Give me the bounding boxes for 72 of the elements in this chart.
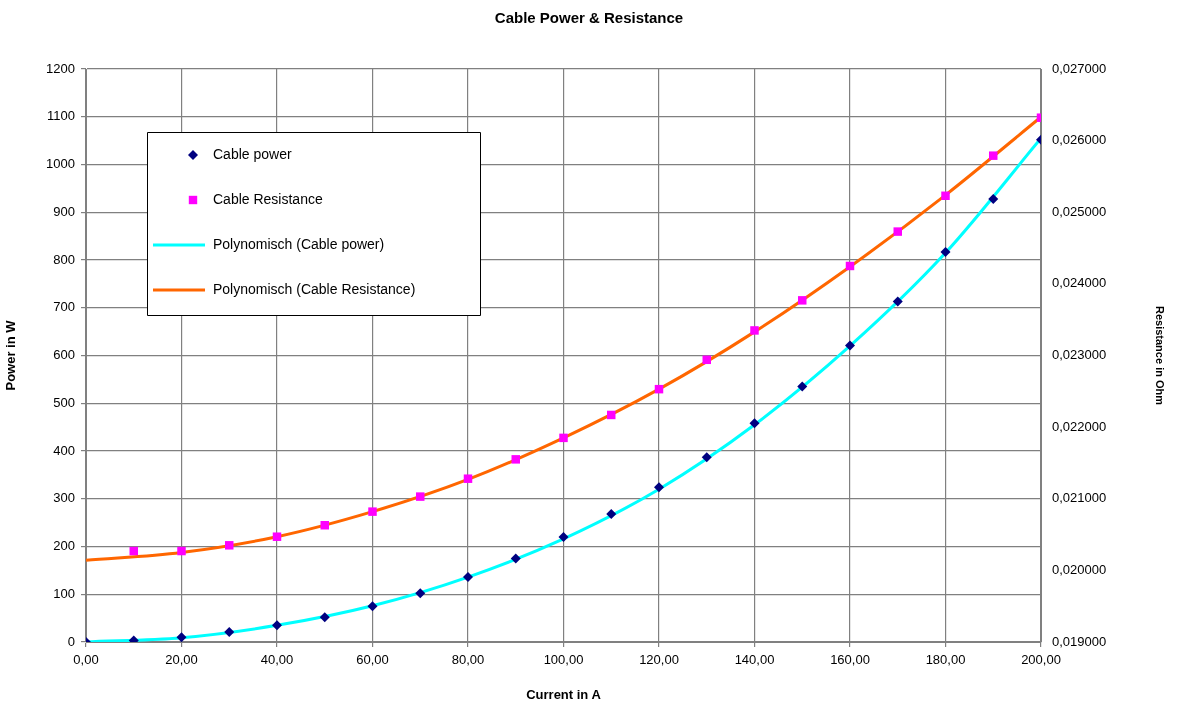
point [225,541,234,550]
point [272,532,282,541]
y-tick-label: 1100 [47,108,75,124]
x-tick-label: 180,00 [925,652,966,668]
x-tick-label: 20,00 [165,652,198,668]
point [319,612,330,623]
point [224,626,235,637]
point [654,482,664,493]
legend-label: Cable power [213,145,292,162]
point [558,531,569,542]
y-tick-label: 400 [53,442,75,458]
point [367,601,378,612]
point [176,632,187,642]
chart-title: Cable Power & Resistance [494,9,684,27]
y-tick-label: 700 [53,299,75,315]
x-tick-label: 60,00 [356,652,389,668]
point [272,620,282,631]
x-tick-label: 40,00 [260,652,294,668]
y-tick-label: 500 [53,394,75,410]
point [368,507,377,516]
legend-label: Polynomisch (Cable Resistance) [213,280,416,297]
y-tick-label: 300 [53,490,75,506]
point [416,492,425,501]
point [606,509,617,520]
point [893,227,902,236]
point [989,151,998,160]
x-tick-label: 140,00 [734,652,775,668]
point [988,193,999,204]
y2-tick-label: 0,021000 [1052,490,1107,506]
y2-tick-label: 0,023000 [1052,347,1107,363]
y2-tick-label: 0,024000 [1052,275,1107,291]
y-tick-label: 200 [53,538,75,554]
point [463,572,473,583]
y2-tick-label: 0,026000 [1052,132,1107,148]
y2-tick-label: 0,020000 [1052,561,1107,577]
y-tick-label: 1000 [46,156,75,172]
x-tick-label: 160,00 [830,652,870,668]
y-tick-label: 0 [67,633,75,649]
point [749,418,760,429]
y-tick-label: 900 [53,203,75,219]
point [940,246,951,257]
y-tick-label: 800 [53,251,75,267]
y-tick-label: 1200 [46,60,75,76]
y2-tick-label: 0,027000 [1052,60,1107,76]
y-tick-label: 600 [53,347,75,363]
point [797,381,808,392]
point [510,553,521,564]
x-tick-label: 200,00 [1021,652,1061,668]
x-axis-title: Current in A [526,686,602,702]
x-tick-label: 120,00 [639,652,679,668]
point [892,296,903,307]
y-axis-title: Power in W [3,319,19,391]
point [750,326,759,335]
point [415,588,426,599]
y-tick-label: 100 [53,585,75,601]
legend-label: Polynomisch (Cable power) [213,235,385,252]
point [941,191,950,201]
y2-axis-title: Resistance in Ohm [1154,305,1167,406]
x-tick-label: 0,00 [73,652,99,668]
x-tick-label: 100,00 [543,652,584,668]
point [701,452,712,463]
point [559,433,568,443]
point [845,340,855,351]
point [177,546,186,556]
legend-label: Cable Resistance [213,190,323,207]
y2-tick-label: 0,019000 [1052,633,1107,649]
y2-tick-label: 0,025000 [1052,203,1107,219]
point [798,296,807,305]
point [463,474,473,483]
y2-tick-label: 0,022000 [1052,418,1107,434]
point [511,455,520,464]
x-tick-label: 80,00 [451,652,485,668]
